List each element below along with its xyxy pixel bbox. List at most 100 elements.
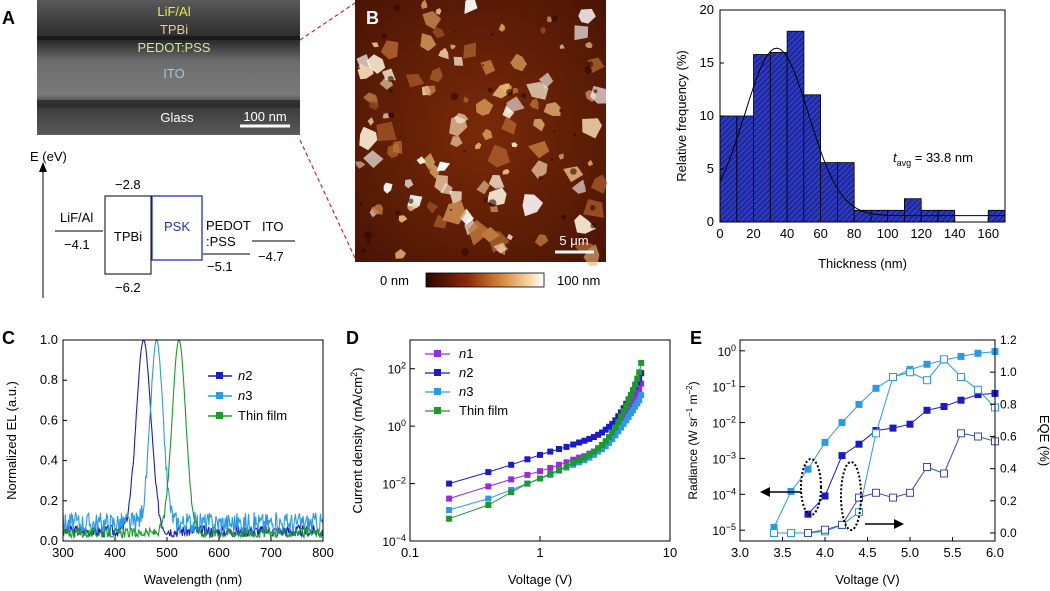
- afm-pit: [506, 88, 513, 96]
- eqe-point: [957, 373, 965, 381]
- jv-point: [556, 461, 562, 468]
- ito-label: ITO: [262, 219, 283, 234]
- legend-label: n2: [238, 368, 252, 383]
- legend-label: n3: [459, 384, 473, 399]
- afm-flake: [574, 214, 596, 234]
- x-tick-label: 3.5: [773, 545, 791, 560]
- afm-pit: [393, 4, 401, 12]
- x-tick-label: 100: [877, 226, 899, 241]
- eqe-point: [787, 529, 795, 537]
- radiance-point: [855, 440, 863, 448]
- radiance-point: [889, 424, 897, 432]
- afm-pit: [551, 15, 558, 22]
- jv-point: [485, 469, 492, 476]
- afm-pit: [490, 32, 494, 36]
- x-tick-label: 10: [663, 545, 677, 560]
- afm-flake: [531, 160, 548, 180]
- jv-point: [537, 468, 543, 475]
- jv-point: [632, 381, 639, 388]
- jv-point: [581, 454, 588, 461]
- jv-point: [636, 397, 643, 404]
- afm-flake: [559, 44, 565, 49]
- afm-flake: [398, 215, 408, 223]
- radiance-point: [974, 391, 982, 399]
- jv-point: [537, 451, 543, 458]
- jv-point: [485, 483, 492, 490]
- y-axis-left-title: Radiance (W sr−1 m−2): [685, 381, 700, 499]
- x-tick-label: 4.0: [816, 545, 834, 560]
- afm-flake: [387, 143, 400, 159]
- afm-flake: [440, 182, 453, 195]
- el-curve-thin-film: [62, 339, 324, 540]
- jv-point: [446, 515, 453, 522]
- x-tick-label: 5.5: [943, 545, 961, 560]
- el-curve-n3: [62, 338, 324, 536]
- eqe-point: [838, 520, 846, 529]
- layer-pedot: PEDOT:PSS: [138, 40, 211, 55]
- afm-pit: [520, 92, 527, 99]
- afm-image: [355, 0, 608, 266]
- panel-label-b: B: [366, 8, 379, 28]
- eqe-point: [889, 373, 897, 381]
- afm-flake: [371, 42, 379, 48]
- jv-point: [609, 429, 616, 436]
- afm-flake: [583, 244, 600, 266]
- eqe-point: [906, 488, 914, 497]
- y-tick-right-label: 1.0: [1000, 365, 1017, 379]
- afm-flake: [574, 241, 594, 253]
- jv-point: [524, 456, 531, 463]
- afm-flake: [482, 128, 493, 141]
- jv-point: [581, 437, 588, 444]
- radiance-point: [872, 384, 880, 392]
- afm-flake: [429, 67, 443, 83]
- radiance-point: [940, 403, 948, 410]
- y-tick-left-label: 10−3: [712, 450, 736, 466]
- tpbi-box: [104, 195, 152, 275]
- afm-pit: [450, 92, 459, 101]
- histogram-bar: [803, 94, 821, 223]
- eqe-point: [974, 432, 982, 441]
- eqe-point: [770, 529, 778, 537]
- jv-point: [609, 420, 616, 427]
- afm-flake: [382, 113, 390, 119]
- legend-marker: [216, 412, 223, 419]
- afm-flake: [357, 66, 374, 80]
- jv-point: [634, 375, 641, 382]
- y-axis-title: Current density (mA/cm2): [349, 368, 365, 514]
- jv-point: [618, 413, 624, 420]
- jv-point: [634, 400, 641, 407]
- afm-flake: [578, 8, 596, 24]
- afm-flake: [422, 11, 442, 30]
- afm-flake: [435, 8, 442, 15]
- legend-label: n3: [238, 388, 252, 403]
- layer-glass: Glass: [160, 110, 194, 125]
- eqe-point: [872, 488, 880, 497]
- jv-point: [632, 394, 639, 401]
- jv-point: [615, 418, 622, 425]
- y-tick-right-label: 1.2: [1000, 333, 1017, 347]
- jv-point: [595, 448, 602, 455]
- jv-line-n2: [448, 373, 642, 485]
- jv-point: [485, 502, 492, 508]
- jv-point: [636, 386, 643, 393]
- legend-label: n2: [459, 365, 473, 380]
- x-tick-label: 160: [977, 226, 999, 241]
- jv-point: [599, 429, 605, 436]
- afm-flake: [355, 161, 366, 169]
- panel-label-c: C: [2, 328, 15, 348]
- jv-point: [446, 507, 453, 513]
- jv-point: [485, 495, 492, 502]
- afm-flake: [416, 156, 426, 165]
- afm-pit: [589, 204, 596, 211]
- jv-point: [638, 392, 645, 399]
- eqe-group-ellipse: [840, 461, 862, 531]
- afm-pit: [538, 175, 543, 180]
- pedot-label-2: :PSS: [206, 234, 236, 249]
- jv-point: [576, 439, 583, 446]
- tem-scalebar-label: 100 nm: [243, 109, 286, 124]
- afm-flake: [475, 142, 482, 150]
- chart-frame: [62, 339, 324, 542]
- jv-point: [630, 398, 637, 404]
- x-tick-label: 60: [813, 226, 827, 241]
- y-tick-label: 0.4: [40, 453, 58, 468]
